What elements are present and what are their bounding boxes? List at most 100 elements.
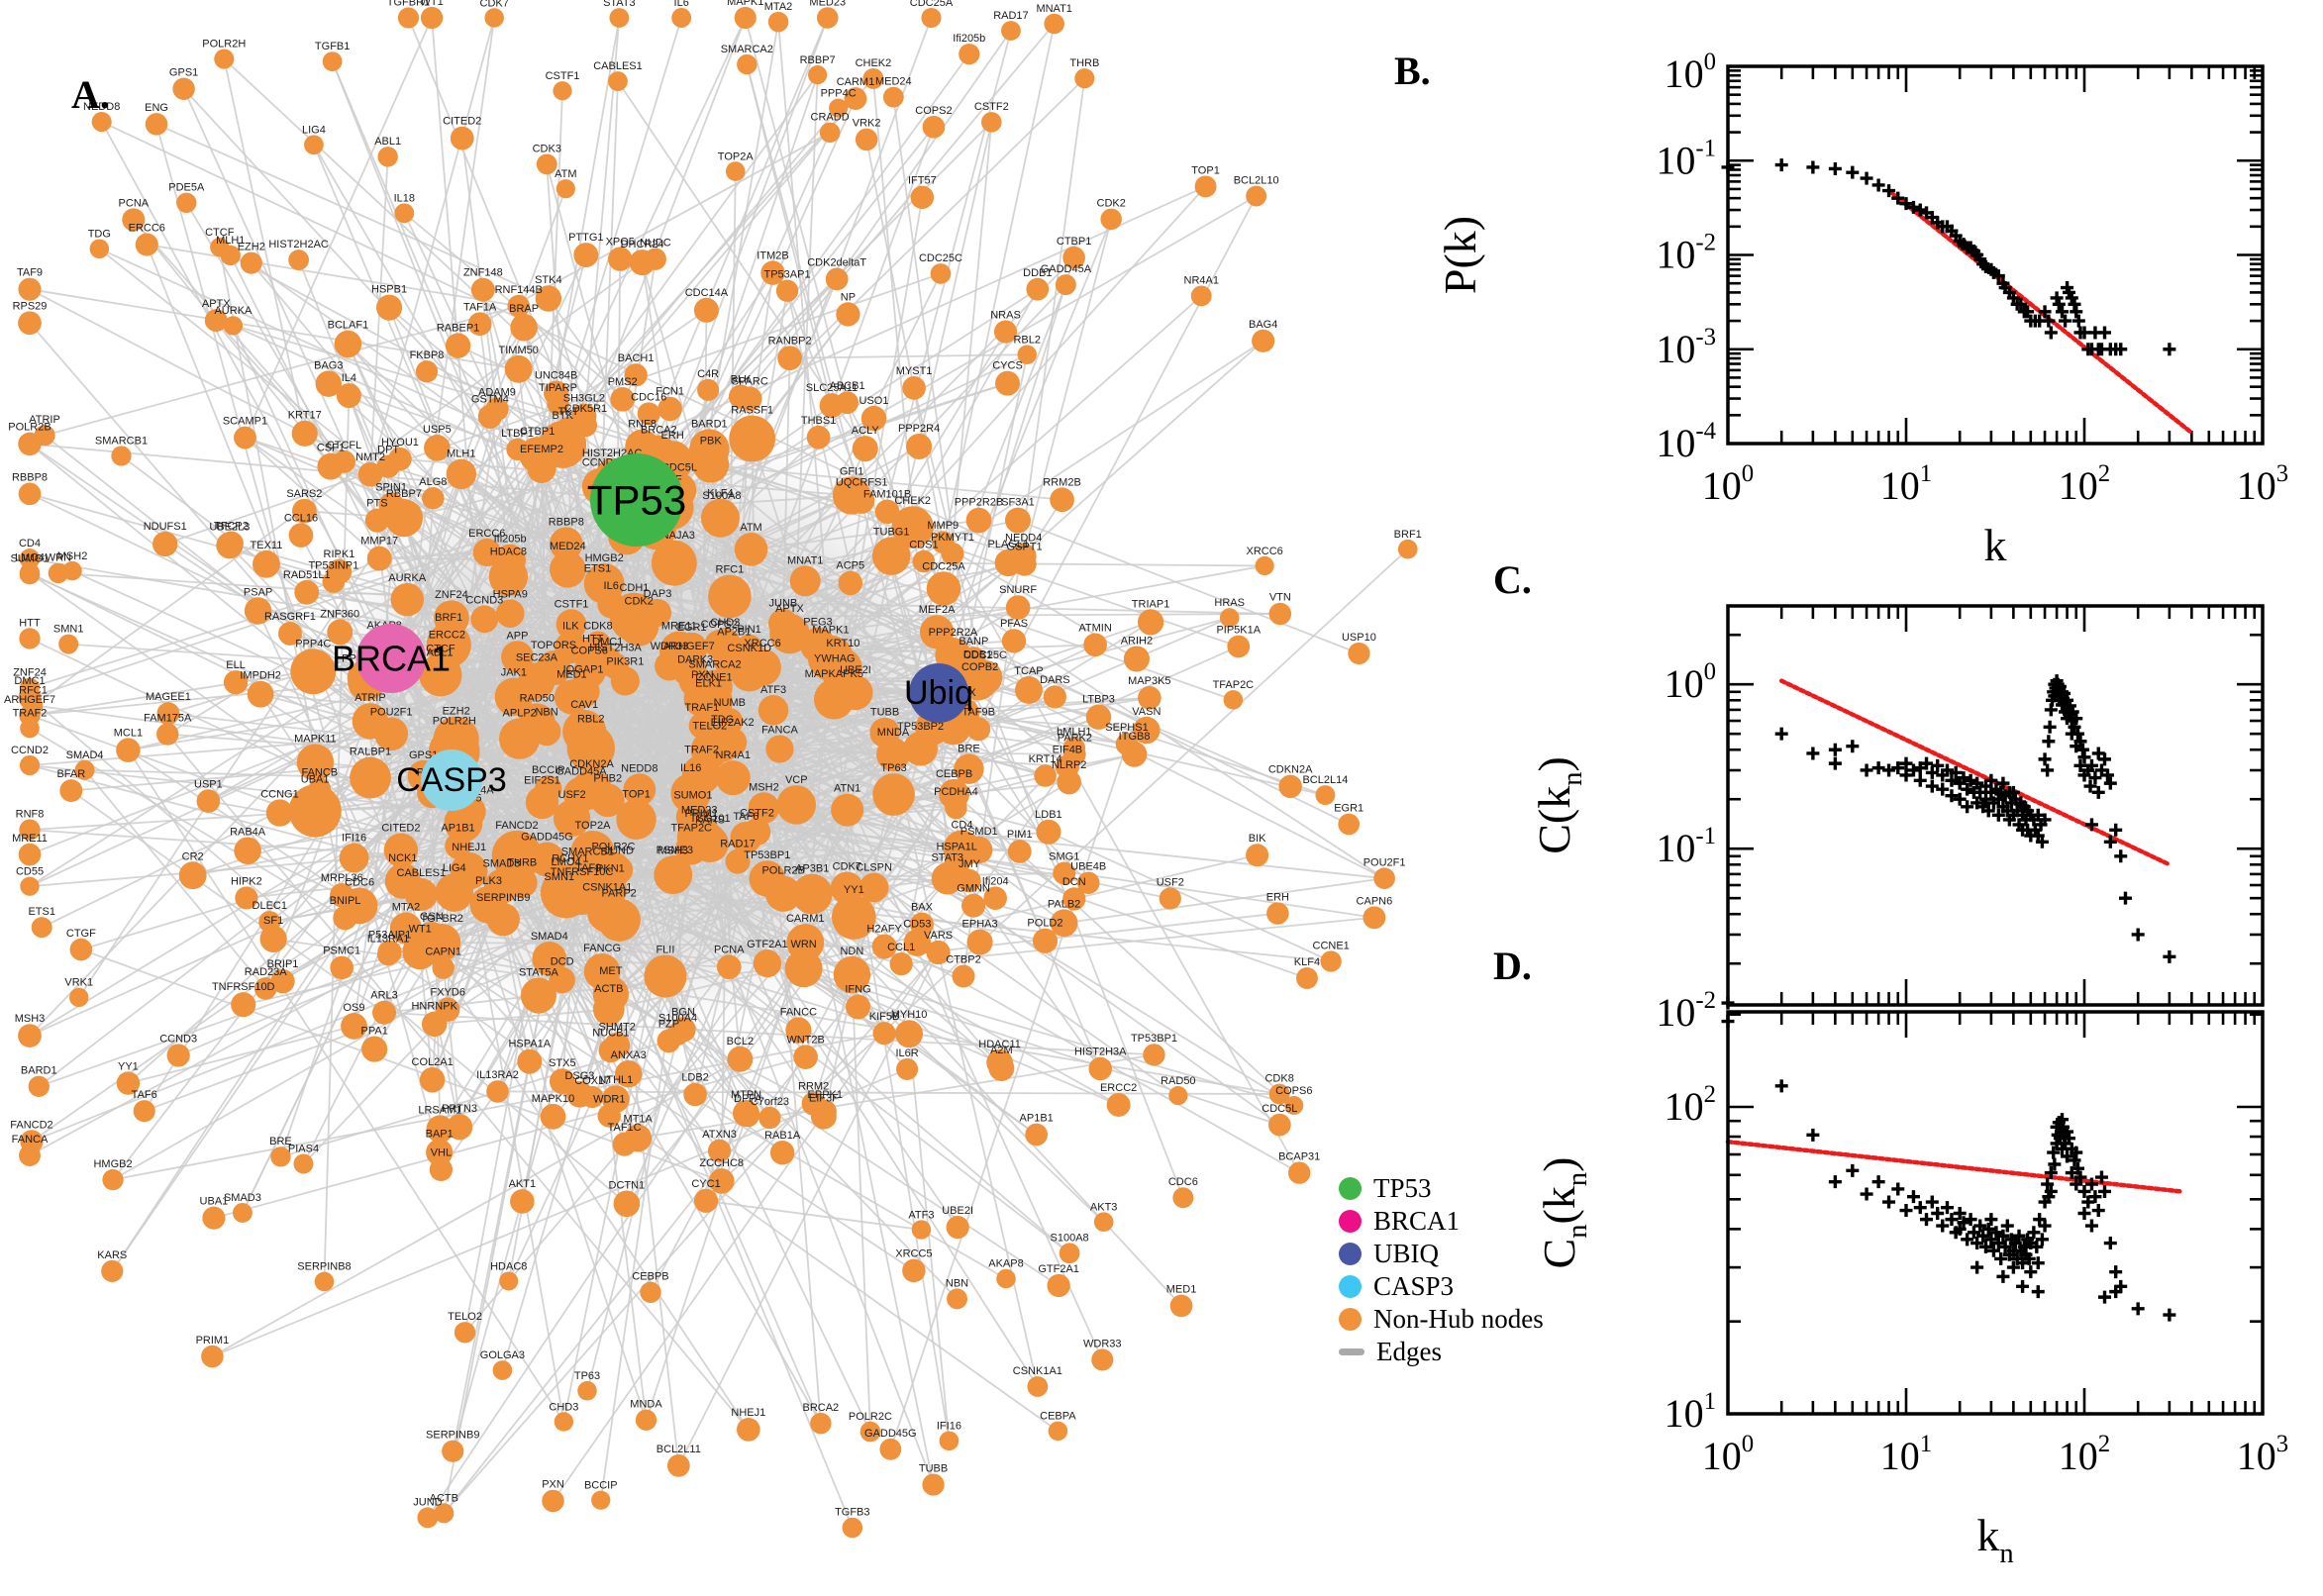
network-node bbox=[417, 1507, 439, 1529]
network-node bbox=[152, 531, 178, 557]
node-label: CDK2 bbox=[625, 596, 654, 608]
network-node bbox=[961, 893, 986, 918]
network-node bbox=[366, 546, 392, 571]
data-point bbox=[2118, 891, 2132, 905]
node-label: GTF2A1 bbox=[747, 939, 788, 950]
node-label: TOPORS bbox=[531, 640, 576, 651]
network-edge bbox=[101, 121, 1025, 557]
data-point bbox=[1871, 178, 1885, 192]
node-label: CDK8 bbox=[583, 621, 612, 633]
node-label: RAD51L1 bbox=[283, 569, 331, 581]
node-label: GSPT1 bbox=[1007, 541, 1043, 552]
data-point bbox=[2031, 1285, 2045, 1299]
network-edge bbox=[761, 340, 1264, 668]
network-node bbox=[527, 453, 556, 484]
axis-ticks bbox=[1728, 606, 2263, 1005]
node-label: EFEMP2 bbox=[520, 444, 563, 455]
network-node bbox=[28, 1075, 50, 1097]
data-point bbox=[1970, 1260, 1984, 1274]
network-edge bbox=[451, 779, 749, 1117]
network-node bbox=[327, 619, 354, 646]
network-node bbox=[492, 1360, 513, 1380]
network-edge bbox=[244, 17, 433, 439]
network-edge bbox=[439, 288, 1039, 675]
network-node bbox=[74, 759, 95, 780]
data-point bbox=[1981, 1222, 1995, 1236]
network-node bbox=[791, 873, 833, 915]
network-node bbox=[397, 7, 420, 29]
node-label: SUMO1 bbox=[673, 789, 712, 801]
node-label: RAD50 bbox=[1161, 1075, 1195, 1087]
data-point bbox=[2068, 720, 2081, 734]
node-label: CDK7 bbox=[833, 860, 861, 872]
network-node bbox=[1059, 1243, 1080, 1264]
network-node bbox=[376, 454, 400, 478]
node-label: TUBB bbox=[870, 707, 899, 719]
network-node bbox=[201, 1345, 224, 1368]
network-node bbox=[434, 600, 469, 637]
network-edge bbox=[786, 290, 1039, 1387]
node-label: Ifi205b bbox=[494, 534, 527, 546]
panel-c-label: C. bbox=[1493, 557, 1532, 602]
network-edge bbox=[454, 750, 1170, 900]
data-point bbox=[2059, 314, 2072, 328]
node-label: SEPHS1 bbox=[1105, 722, 1148, 734]
network-edge bbox=[443, 951, 940, 1514]
node-label: POLR2B bbox=[761, 865, 804, 877]
node-label: CTCFL bbox=[327, 440, 361, 451]
node-label: FANCG bbox=[583, 943, 621, 954]
network-edge bbox=[29, 779, 453, 1037]
network-node bbox=[954, 753, 984, 784]
network-node bbox=[424, 435, 451, 461]
node-label: CITED2 bbox=[381, 823, 420, 835]
network-node bbox=[494, 544, 527, 576]
node-label: CDC25C bbox=[963, 649, 1007, 661]
node-label: DFFA bbox=[734, 1093, 762, 1105]
network-node bbox=[420, 6, 444, 30]
y-axis-title: Cn(kn) bbox=[1534, 1157, 1593, 1269]
node-label: NMT2 bbox=[355, 451, 385, 463]
network-node bbox=[961, 647, 986, 671]
network-node bbox=[1169, 1294, 1193, 1318]
network-edge bbox=[636, 126, 935, 501]
network-node bbox=[231, 992, 256, 1018]
network-node bbox=[736, 1418, 760, 1442]
node-label: MAP3K5 bbox=[1128, 675, 1170, 687]
network-node bbox=[553, 81, 572, 101]
node-label: TNFRSF10D bbox=[212, 981, 275, 993]
node-label: BRF1 bbox=[435, 612, 462, 624]
network-node bbox=[785, 1017, 812, 1044]
network-node bbox=[800, 627, 836, 663]
node-label: IFNG bbox=[845, 984, 870, 996]
nonhub-swatch-icon bbox=[1339, 1308, 1362, 1331]
data-point bbox=[2022, 1251, 2036, 1265]
network-node bbox=[1348, 642, 1370, 665]
node-label: GSTM4 bbox=[471, 394, 509, 406]
network-node bbox=[330, 955, 354, 980]
node-label: ILK bbox=[562, 621, 579, 633]
data-point bbox=[2041, 763, 2055, 777]
network-node bbox=[204, 309, 228, 333]
node-label: AKT3 bbox=[1090, 1201, 1118, 1213]
node-label: NDUFS1 bbox=[144, 521, 187, 533]
network-node bbox=[1091, 1348, 1114, 1371]
network-node bbox=[911, 1220, 932, 1240]
network-node bbox=[959, 44, 980, 65]
node-label: RNF8 bbox=[16, 808, 45, 820]
panel-a-label: A. bbox=[71, 72, 110, 117]
node-label: ACTB bbox=[594, 983, 623, 995]
network-node bbox=[775, 279, 799, 302]
node-label: VARS bbox=[924, 930, 953, 942]
network-legend: TP53 BRCA1 UBIQ CASP3 Non-Hub nodes Edge… bbox=[1339, 1172, 1576, 1368]
node-label: MCL1 bbox=[114, 727, 143, 739]
network-node bbox=[486, 1080, 509, 1103]
network-node bbox=[1005, 595, 1031, 620]
node-label: CCND2 bbox=[11, 745, 49, 756]
network-node bbox=[693, 297, 719, 323]
node-label: CSTF2 bbox=[974, 101, 1009, 113]
node-label: MAPK1 bbox=[727, 0, 763, 8]
data-point bbox=[1846, 1163, 1860, 1177]
node-label: MAPK11 bbox=[294, 733, 337, 745]
network-node bbox=[20, 876, 40, 896]
data-point bbox=[2070, 727, 2084, 741]
